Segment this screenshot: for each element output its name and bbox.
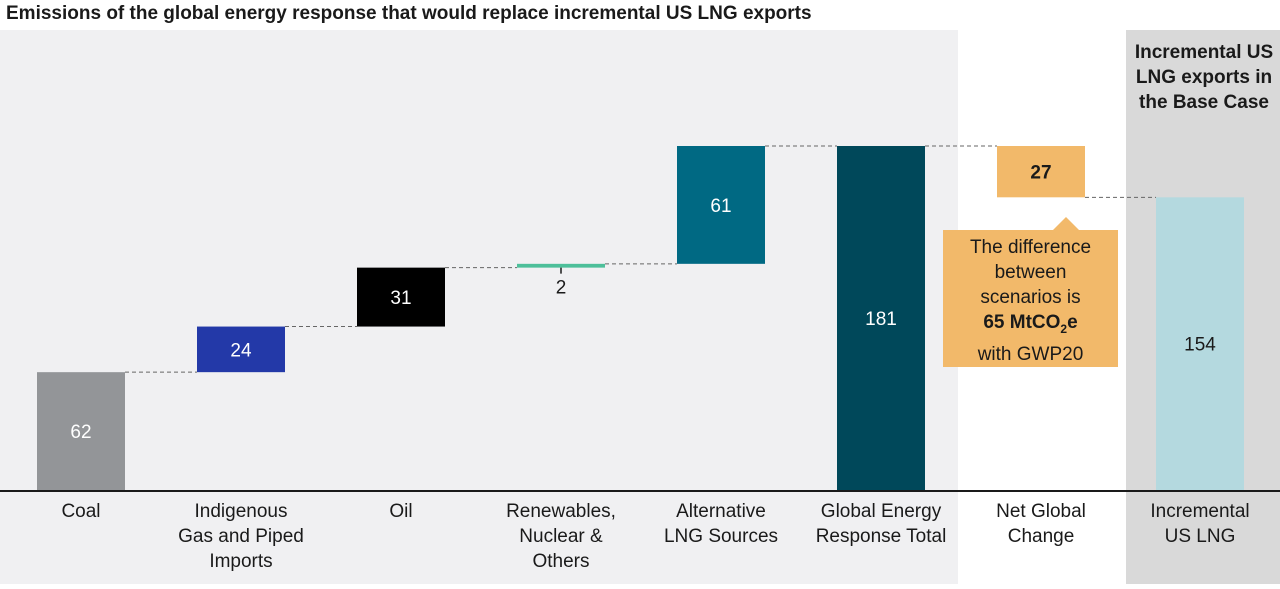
bar-3 [357, 267, 445, 327]
category-label-1-line-1: Coal [61, 501, 101, 522]
category-label-4-line-3: Others [532, 551, 590, 572]
bar-7 [997, 146, 1085, 198]
bar-value-label-8: 154 [1184, 335, 1216, 356]
callout-line-3: scenarios is [980, 287, 1081, 308]
bar-5 [677, 146, 765, 264]
bar-4 [517, 263, 605, 268]
category-label-5-line-2: LNG Sources [663, 526, 779, 547]
category-label-6-line-1: Global Energy [820, 501, 942, 522]
category-label-2-line-2: Gas and Piped [178, 526, 304, 547]
category-label-6: Global Energy Response Total [801, 499, 961, 549]
category-label-7-line-2: Change [1007, 526, 1075, 547]
bar-6 [837, 146, 925, 490]
category-label-5: Alternative LNG Sources [641, 499, 801, 549]
bar-1 [37, 372, 125, 490]
category-label-3: Oil [321, 499, 481, 524]
callout-line-2: between [994, 262, 1067, 283]
callout-value: 65 MtCO2e [943, 310, 1118, 342]
callout-value-tail: e [1067, 312, 1078, 333]
bar-8 [1156, 197, 1244, 490]
category-label-2: Indigenous Gas and Piped Imports [161, 499, 321, 574]
callout-line-1: The difference [969, 237, 1092, 258]
bar-value-label-3: 31 [390, 288, 411, 309]
category-label-4: Renewables, Nuclear & Others [481, 499, 641, 574]
category-label-6-line-2: Response Total [815, 526, 947, 547]
category-label-8-line-2: US LNG [1164, 526, 1236, 547]
bar-value-label-4: 2 [556, 278, 567, 299]
bar-value-label-1: 62 [70, 422, 91, 443]
callout-value-subscript: 2 [1060, 321, 1068, 336]
category-label-7: Net Global Change [961, 499, 1121, 549]
chart-title: Emissions of the global energy response … [6, 3, 812, 24]
category-label-2-line-1: Indigenous [194, 501, 288, 522]
bar-value-label-2: 24 [230, 340, 252, 361]
bar-2 [197, 326, 285, 373]
category-label-4-line-1: Renewables, [506, 501, 616, 522]
category-label-2-line-3: Imports [209, 551, 273, 572]
callout-value-text: 65 MtCO [983, 312, 1061, 333]
category-label-4-line-2: Nuclear & [519, 526, 603, 547]
category-label-1: Coal [1, 499, 161, 524]
difference-callout: The difference between scenarios is 65 M… [943, 217, 1118, 367]
bar-value-label-6: 181 [865, 309, 897, 330]
bar-value-label-5: 61 [710, 196, 731, 217]
category-label-3-line-1: Oil [389, 501, 413, 522]
bar-value-label-7: 27 [1030, 163, 1051, 184]
category-label-8-line-1: Incremental [1150, 501, 1250, 522]
incremental-lng-panel-title: Incremental US LNG exports in the Base C… [1134, 42, 1274, 113]
category-label-5-line-1: Alternative [676, 501, 766, 522]
category-label-8: Incremental US LNG [1120, 499, 1280, 549]
callout-line-5: with GWP20 [977, 343, 1084, 365]
category-label-7-line-1: Net Global [996, 501, 1086, 522]
